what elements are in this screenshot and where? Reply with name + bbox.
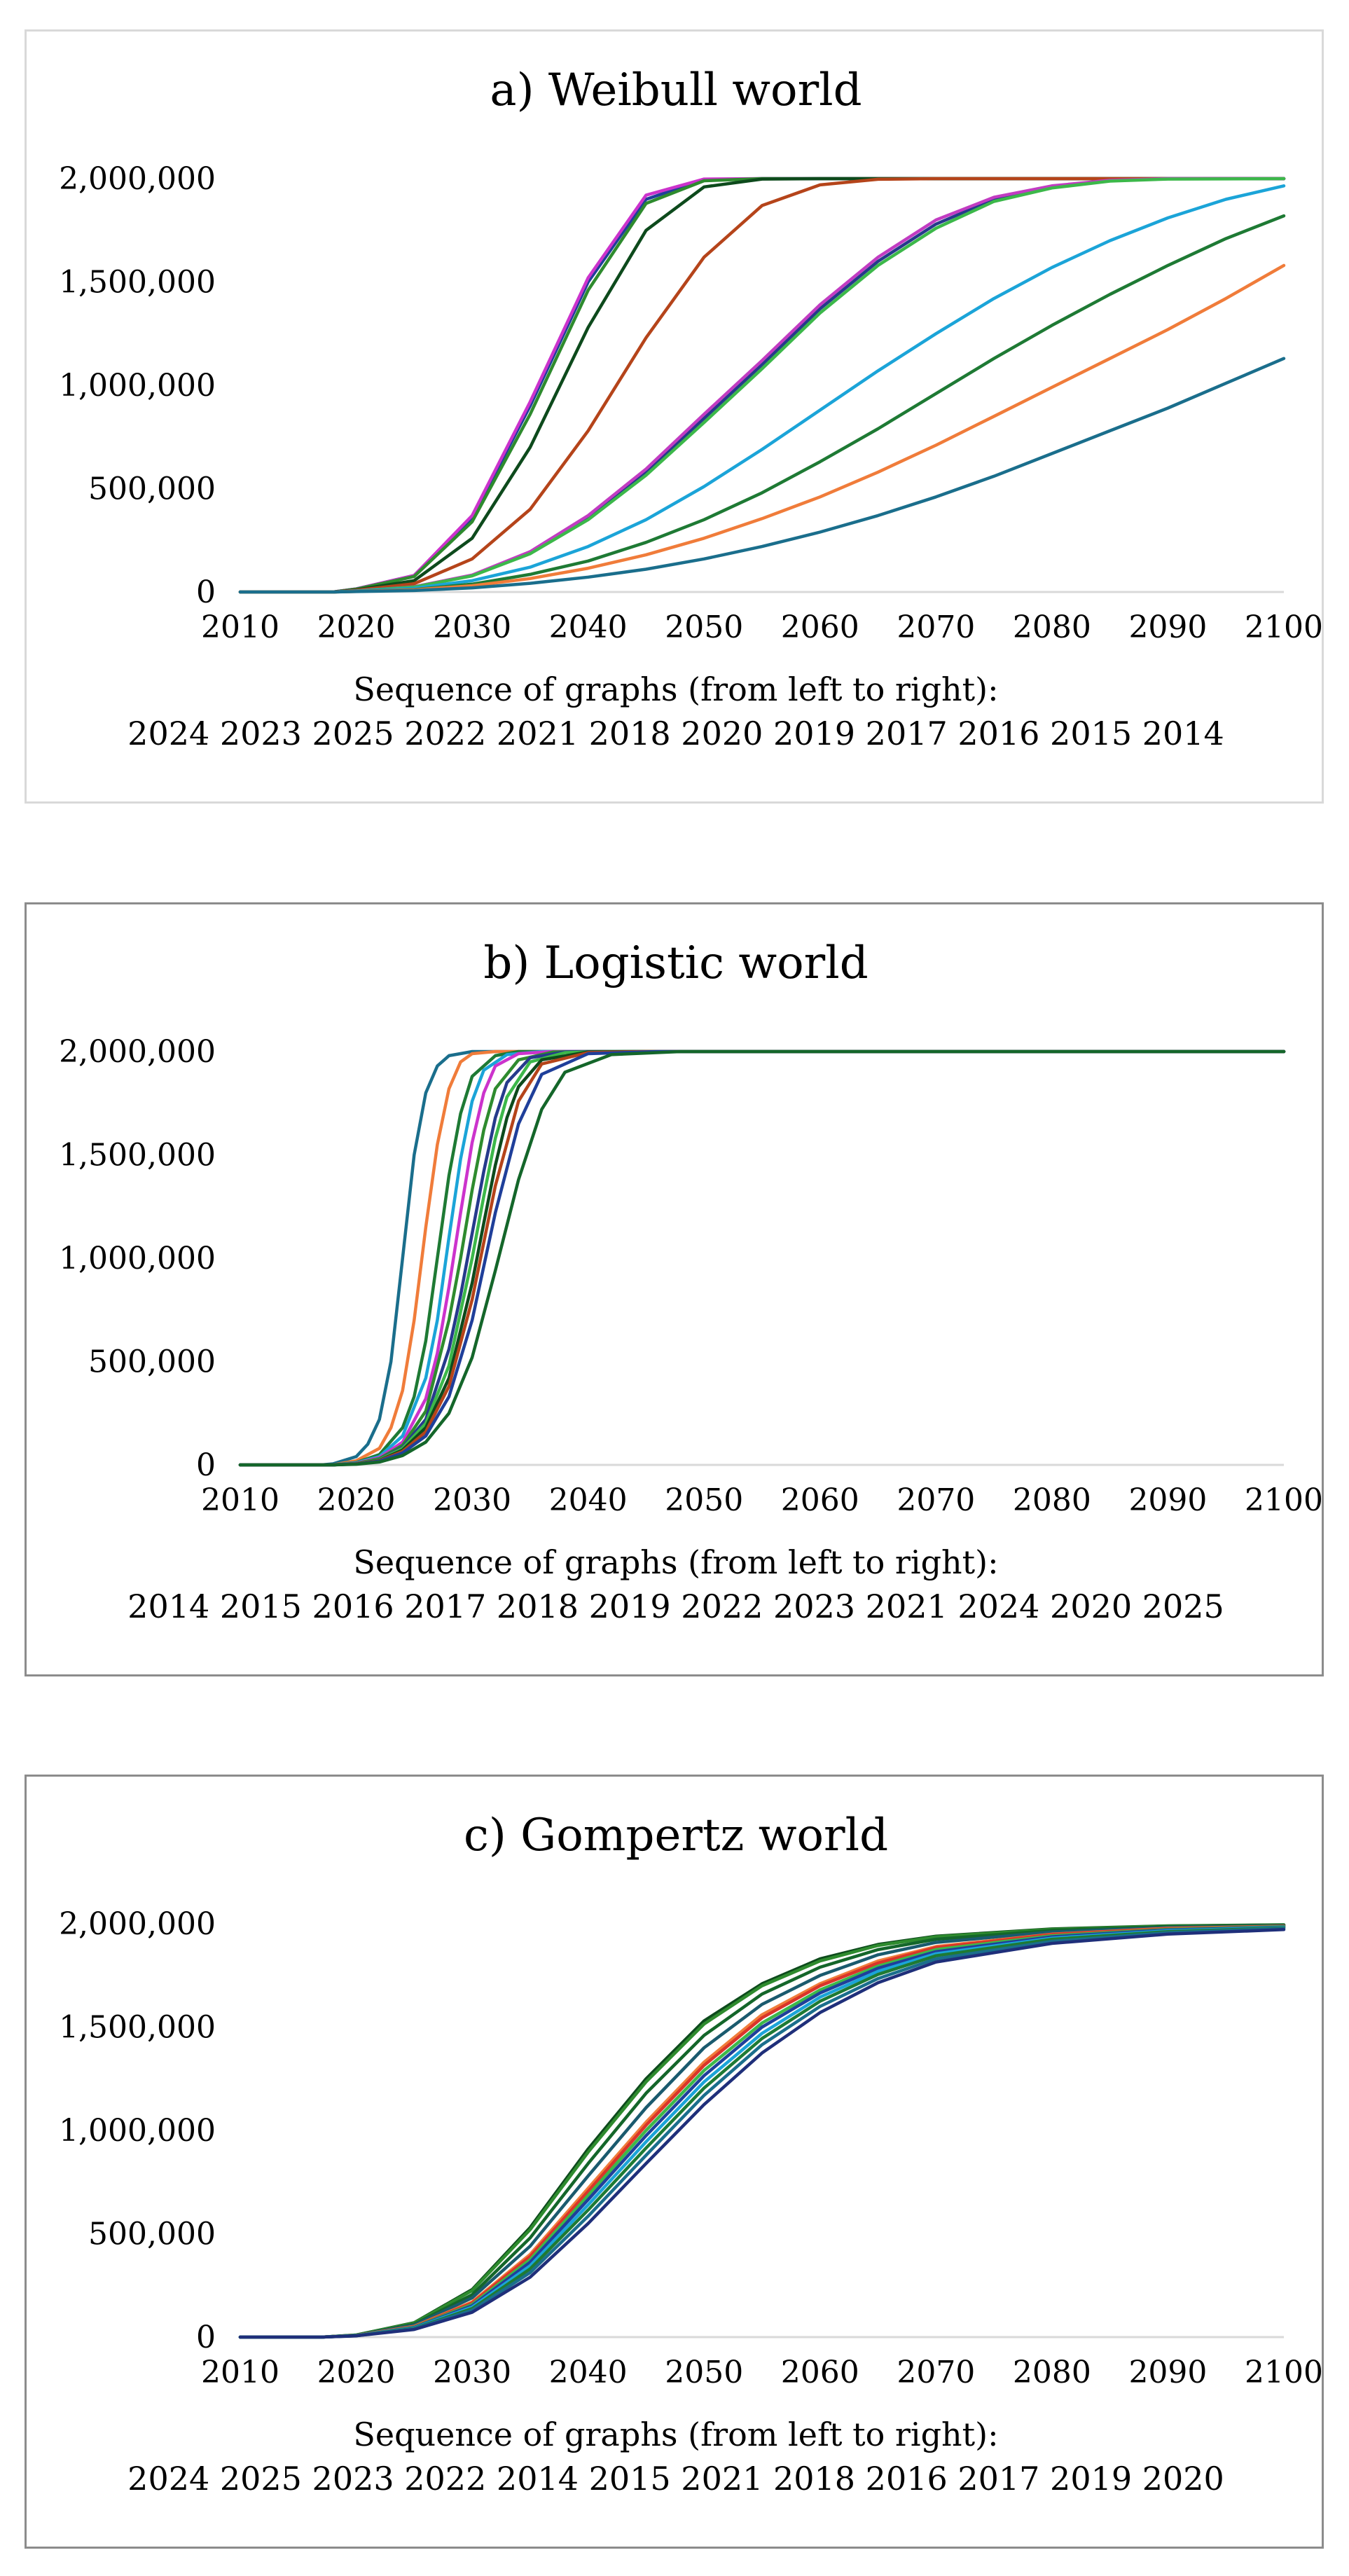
x-tick-label: 2060 [781,2355,859,2390]
series-line-11 [238,263,1286,594]
series-line-2 [238,1049,1286,1467]
series-line-10 [238,214,1286,594]
x-tick-label: 2020 [317,609,396,645]
x-tick-label: 2080 [1013,1482,1091,1518]
series-line-7 [238,1049,1286,1467]
series-line-3 [238,1049,1286,1467]
x-tick-label: 2010 [201,609,279,645]
series-line-3 [238,177,1286,594]
y-tick-label: 1,500,000 [59,265,216,301]
x-tick-label: 2080 [1013,2355,1091,2390]
chart-caption-line1: Sequence of graphs (from left to right): [353,2416,998,2453]
chart-caption-line2: 2024 2025 2023 2022 2014 2015 2021 2018 … [127,2460,1224,2498]
x-tick-label: 2040 [549,1482,628,1518]
series-line-5 [238,1924,1286,2339]
x-tick-label: 2090 [1128,1482,1207,1518]
x-tick-label: 2040 [549,609,628,645]
chart-gompertz-svg: c) Gompertz world Sequence of graphs (fr… [59,1810,1323,2498]
x-tick-label: 2020 [317,1482,396,1518]
y-tick-label: 1,000,000 [59,1241,216,1276]
series-line-9 [238,1926,1286,2339]
series-line-8 [238,177,1286,594]
x-tick-label: 2100 [1245,609,1323,645]
series-line-7 [238,177,1286,594]
series-line-8 [238,1049,1286,1467]
y-tick-label: 500,000 [88,1344,216,1380]
y-tick-label: 1,500,000 [59,2010,216,2046]
series-line-4 [238,177,1286,594]
series-line-12 [238,357,1286,594]
x-tick-label: 2080 [1013,609,1091,645]
chart-caption-line2: 2024 2023 2025 2022 2021 2018 2020 2019 … [127,715,1224,752]
y-tick-label: 0 [196,574,216,610]
x-tick-label: 2010 [201,1482,279,1518]
y-tick-label: 2,000,000 [59,1906,216,1942]
series-line-4 [238,1049,1286,1467]
x-tick-label: 2090 [1128,2355,1207,2390]
y-tick-label: 1,500,000 [59,1138,216,1173]
x-tick-label: 2090 [1128,609,1207,645]
y-tick-label: 2,000,000 [59,161,216,197]
x-tick-label: 2050 [665,1482,743,1518]
series-line-12 [238,1049,1286,1467]
x-tick-label: 2100 [1245,2355,1323,2390]
series-line-7 [238,1924,1286,2339]
chart-caption-line2: 2014 2015 2016 2017 2018 2019 2022 2023 … [127,1587,1224,1625]
chart-caption-line1: Sequence of graphs (from left to right): [353,670,998,708]
y-tick-label: 500,000 [88,471,216,507]
series-line-5 [238,177,1286,594]
x-tick-label: 2030 [433,1482,511,1518]
x-tick-label: 2030 [433,2355,511,2390]
series-line-1 [238,177,1286,594]
series-line-12 [238,1928,1286,2339]
chart-caption-line1: Sequence of graphs (from left to right): [353,1543,998,1581]
x-tick-label: 2050 [665,609,743,645]
series-line-6 [238,177,1286,594]
chart-panel-logistic: b) Logistic world Sequence of graphs (fr… [25,902,1324,1676]
series-line-9 [238,1049,1286,1467]
chart-panel-weibull: a) Weibull world Sequence of graphs (fro… [25,29,1324,804]
x-tick-label: 2070 [897,1482,975,1518]
series-line-10 [238,1049,1286,1467]
series-line-2 [238,177,1286,594]
y-tick-label: 500,000 [88,2217,216,2252]
series-line-2 [238,1923,1286,2339]
x-tick-label: 2060 [781,1482,859,1518]
series-line-9 [238,184,1286,594]
chart-logistic-svg: b) Logistic world Sequence of graphs (fr… [59,937,1323,1625]
y-tick-label: 1,000,000 [59,2113,216,2149]
chart-title: c) Gompertz world [464,1810,888,1861]
series-line-5 [238,1049,1286,1467]
series-line-10 [238,1926,1286,2339]
y-tick-label: 1,000,000 [59,368,216,404]
x-tick-label: 2010 [201,2355,279,2390]
x-tick-label: 2020 [317,2355,396,2390]
chart-weibull-svg: a) Weibull world Sequence of graphs (fro… [59,64,1323,752]
x-tick-label: 2070 [897,2355,975,2390]
x-tick-label: 2050 [665,2355,743,2390]
series-line-6 [238,1049,1286,1467]
x-tick-label: 2060 [781,609,859,645]
y-tick-label: 0 [196,2320,216,2355]
series-line-8 [238,1925,1286,2339]
series-line-11 [238,1927,1286,2339]
chart-panel-gompertz: c) Gompertz world Sequence of graphs (fr… [25,1775,1324,2549]
x-tick-label: 2100 [1245,1482,1323,1518]
y-tick-label: 0 [196,1447,216,1483]
series-line-1 [238,1049,1286,1467]
y-tick-label: 2,000,000 [59,1034,216,1070]
chart-title: a) Weibull world [490,64,862,116]
x-tick-label: 2030 [433,609,511,645]
series-line-6 [238,1924,1286,2339]
chart-title: b) Logistic world [483,937,868,989]
series-line-11 [238,1049,1286,1467]
x-tick-label: 2040 [549,2355,628,2390]
x-tick-label: 2070 [897,609,975,645]
